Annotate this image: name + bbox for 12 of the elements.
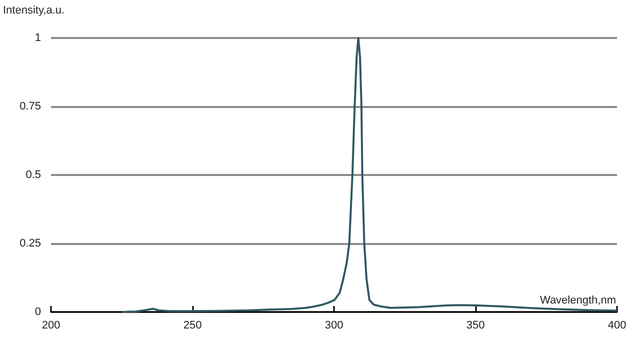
y-tick-label: 1: [34, 32, 41, 44]
x-tick-label: 250: [183, 320, 202, 332]
y-tick-label: 0.25: [20, 238, 41, 250]
x-tick-label: 350: [466, 320, 485, 332]
x-axis-title: Wavelength,nm: [540, 294, 616, 306]
y-tick-label: 0.75: [20, 100, 41, 112]
y-axis-title: Intensity,a.u.: [3, 4, 65, 16]
x-tick-label: 300: [324, 320, 344, 332]
x-tick-label: 400: [608, 320, 626, 332]
y-tick-label: 0.5: [26, 169, 41, 181]
y-tick-label: 0: [34, 306, 41, 318]
x-tick-label: 200: [42, 320, 60, 332]
